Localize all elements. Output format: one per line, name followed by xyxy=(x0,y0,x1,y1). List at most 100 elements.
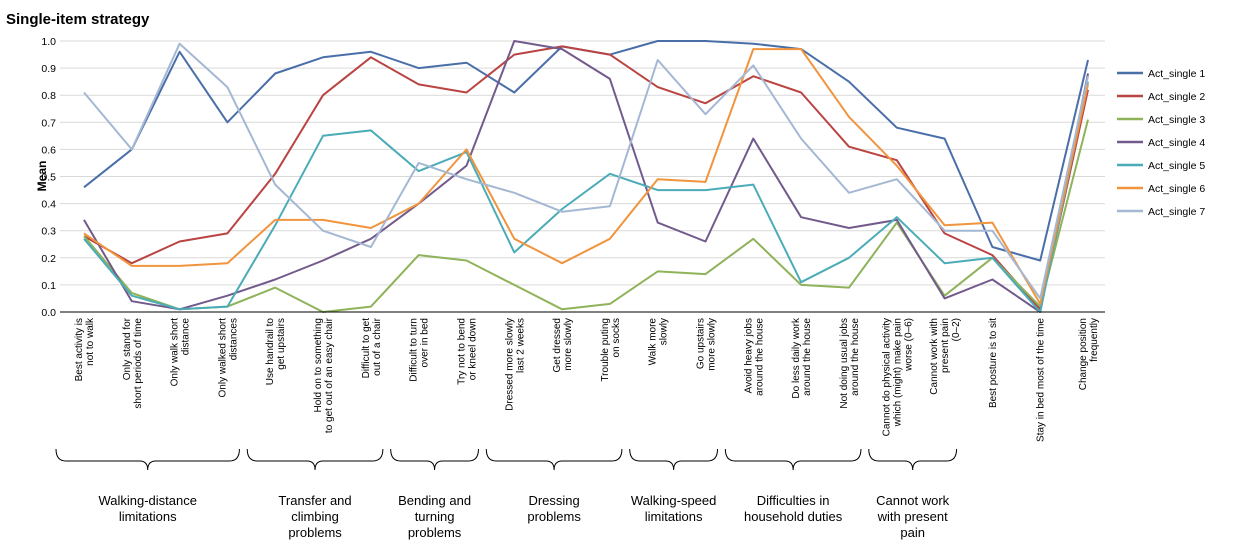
x-category-label-line: more slowly xyxy=(563,318,574,371)
legend-item: Act_single 6 xyxy=(1117,183,1205,195)
group-label: with present xyxy=(877,509,948,524)
y-tick-label: 0.3 xyxy=(41,226,56,238)
category-group: Bending andturningproblems xyxy=(391,449,479,540)
x-category-label-line: Get dressed xyxy=(552,318,563,372)
x-category-label-line: over in bed xyxy=(420,318,431,367)
x-category-label: Walk more slowly xyxy=(648,318,670,366)
legend-label: Act_single 1 xyxy=(1148,68,1205,80)
x-category-label-line: or kneel down xyxy=(468,318,479,380)
group-label: household duties xyxy=(744,509,843,524)
legend-item: Act_single 4 xyxy=(1117,137,1205,149)
legend-label: Act_single 2 xyxy=(1148,91,1205,103)
y-tick-label: 0.1 xyxy=(41,280,56,292)
x-category-label-line: which (might) make pain xyxy=(892,318,903,427)
x-category-label: Stay in bed most of the time xyxy=(1036,318,1047,442)
group-label: Cannot work xyxy=(876,493,949,508)
y-tick-label: 0.9 xyxy=(41,63,56,75)
x-category-label: Not doing usual jobs around the house xyxy=(839,318,861,409)
legend-item: Act_single 5 xyxy=(1117,160,1205,172)
x-category-label-line: get upstairs xyxy=(276,318,287,370)
x-category-label-line: Walk more xyxy=(648,318,659,366)
group-label: Transfer and xyxy=(278,493,351,508)
x-category-label-line: around the house xyxy=(754,318,765,396)
legend-label: Act_single 4 xyxy=(1148,137,1205,149)
x-category-label-line: Not doing usual jobs xyxy=(839,318,850,409)
x-category-label-line: Change position xyxy=(1078,318,1089,390)
x-category-label-line: on socks xyxy=(611,318,622,357)
x-category-label-line: Difficult to turn xyxy=(409,318,420,382)
legend: Act_single 1 Act_single 2 Act_single 3 Act_… xyxy=(1117,68,1205,218)
group-label: pain xyxy=(900,525,925,540)
group-label: limitations xyxy=(119,509,177,524)
legend-item: Act_single 7 xyxy=(1117,206,1205,218)
group-brace xyxy=(391,449,479,470)
x-category-label: Hold on to something to get out of an eas… xyxy=(313,317,335,433)
x-category-label-line: Difficult to get xyxy=(361,318,372,379)
y-tick-label: 0.8 xyxy=(41,90,56,102)
x-category-label-line: Do less daily work xyxy=(791,317,802,399)
y-tick-label: 0.4 xyxy=(41,199,56,211)
y-tick-label: 0.6 xyxy=(41,144,56,156)
group-label: limitations xyxy=(645,509,703,524)
legend-item: Act_single 1 xyxy=(1117,68,1205,80)
x-category-label: Difficult to turn over in bed xyxy=(409,318,431,382)
x-category-label: Trouble puting on socks xyxy=(600,318,622,382)
x-category-label: Go upstairs more slowly xyxy=(696,318,718,371)
category-group: Walking-distancelimitations xyxy=(56,449,239,524)
legend-label: Act_single 6 xyxy=(1148,183,1205,195)
group-brace xyxy=(56,449,239,470)
x-category-label-line: Best posture is to sit xyxy=(988,318,999,408)
group-label: problems xyxy=(527,509,581,524)
group-label: Bending and xyxy=(398,493,471,508)
x-category-label-line: Cannot do physical activity xyxy=(881,318,892,436)
group-label: Dressing xyxy=(528,493,579,508)
x-category-label-line: worse (0–6) xyxy=(903,318,914,372)
x-category-label-line: Stay in bed most of the time xyxy=(1036,318,1047,442)
category-group: Walking-speedlimitations xyxy=(630,449,718,524)
x-category-label: Best activity is not to walk xyxy=(74,317,96,381)
x-category-label: Cannot work with present pain (0–2) xyxy=(929,318,962,395)
x-category-label-line: Cannot work with xyxy=(929,318,940,395)
x-category-label: Difficult to get out of a chair xyxy=(361,317,383,378)
x-category-label-line: Hold on to something xyxy=(313,318,324,413)
x-category-label-line: Trouble puting xyxy=(600,318,611,382)
x-category-label-line: present pain xyxy=(940,318,951,373)
group-label: Walking-distance xyxy=(98,493,197,508)
legend-label: Act_single 7 xyxy=(1148,206,1205,218)
x-category-label: Only stand for short periods of time xyxy=(122,317,144,408)
x-category-label-line: Only stand for xyxy=(122,317,133,380)
x-category-label-line: out of a chair xyxy=(372,317,383,375)
y-tick-label: 0.7 xyxy=(41,117,56,129)
x-category-label-line: Only walk short xyxy=(170,318,181,387)
y-axis-ticks: 0.0 0.1 0.2 0.3 0.4 0.5 0.6 0.7 0.8 0.9 1.0 xyxy=(41,36,56,319)
x-category-label-line: not to walk xyxy=(85,317,96,366)
group-label: climbing xyxy=(291,509,339,524)
x-category-label: Use handrail to get upstairs xyxy=(265,318,287,386)
x-category-label: Do less daily work around the house xyxy=(791,317,813,399)
x-category-label-line: last 2 weeks xyxy=(515,318,526,373)
x-category-label-line: to get out of an easy chair xyxy=(324,317,335,433)
chart-title: Single-item strategy xyxy=(6,11,150,28)
legend-label: Act_single 3 xyxy=(1148,114,1205,126)
group-brace xyxy=(247,449,383,470)
group-label: problems xyxy=(288,525,342,540)
x-category-label-line: more slowly xyxy=(707,318,718,371)
x-category-label-line: Avoid heavy jobs xyxy=(743,318,754,393)
series-line-1 xyxy=(84,41,1088,261)
x-category-label-line: Only walked short xyxy=(217,318,228,398)
x-category-label: Try not to bend or kneel down xyxy=(457,318,479,385)
x-category-label-line: Best activity is xyxy=(74,318,85,381)
y-tick-label: 0.5 xyxy=(41,172,56,184)
x-category-label-line: distance xyxy=(181,318,192,356)
x-category-label-line: slowly xyxy=(659,318,670,345)
y-tick-label: 0.0 xyxy=(41,307,56,319)
series-line-2 xyxy=(84,46,1088,309)
x-category-label: Only walked short distances xyxy=(217,318,239,398)
x-category-label-line: Go upstairs xyxy=(696,318,707,369)
legend-label: Act_single 5 xyxy=(1148,160,1205,172)
